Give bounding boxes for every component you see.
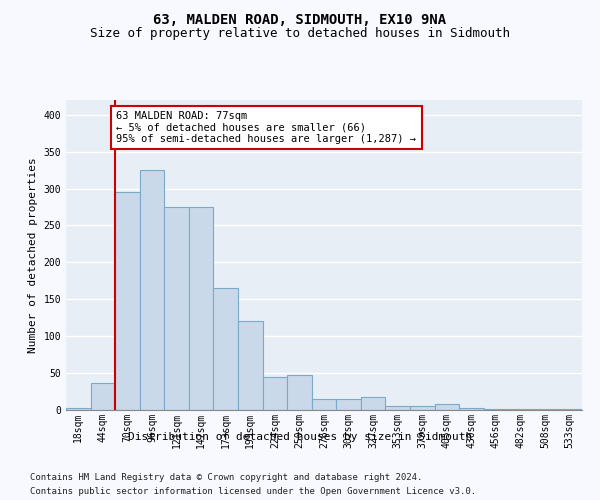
Text: 63 MALDEN ROAD: 77sqm
← 5% of detached houses are smaller (66)
95% of semi-detac: 63 MALDEN ROAD: 77sqm ← 5% of detached h…	[116, 111, 416, 144]
Y-axis label: Number of detached properties: Number of detached properties	[28, 157, 38, 353]
Bar	[287, 376, 312, 410]
Text: Size of property relative to detached houses in Sidmouth: Size of property relative to detached ho…	[90, 28, 510, 40]
Text: Contains public sector information licensed under the Open Government Licence v3: Contains public sector information licen…	[30, 488, 476, 496]
Bar	[312, 399, 336, 410]
Bar	[385, 406, 410, 410]
Text: Contains HM Land Registry data © Crown copyright and database right 2024.: Contains HM Land Registry data © Crown c…	[30, 472, 422, 482]
Bar	[189, 207, 214, 410]
Bar	[361, 398, 385, 410]
Bar	[164, 207, 189, 410]
Bar	[459, 408, 484, 410]
Bar	[214, 288, 238, 410]
Bar	[115, 192, 140, 410]
Bar	[484, 408, 508, 410]
Bar	[410, 406, 434, 410]
Text: Distribution of detached houses by size in Sidmouth: Distribution of detached houses by size …	[128, 432, 472, 442]
Bar	[91, 384, 115, 410]
Bar	[263, 377, 287, 410]
Bar	[140, 170, 164, 410]
Bar	[336, 399, 361, 410]
Bar	[238, 322, 263, 410]
Bar	[434, 404, 459, 410]
Text: 63, MALDEN ROAD, SIDMOUTH, EX10 9NA: 63, MALDEN ROAD, SIDMOUTH, EX10 9NA	[154, 12, 446, 26]
Bar	[66, 408, 91, 410]
